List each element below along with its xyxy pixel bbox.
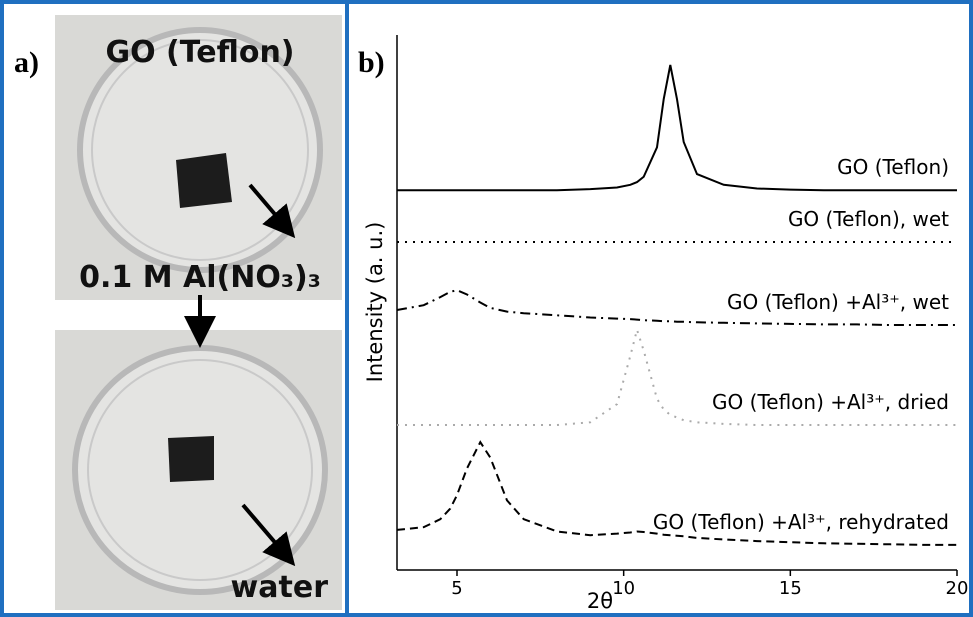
x-tick-label: 5: [451, 578, 462, 599]
arrow: [248, 183, 296, 239]
x-axis-label: 2θ: [587, 589, 613, 613]
photo-top: [55, 15, 342, 300]
y-axis-label: Intensity (a. u.): [363, 222, 387, 383]
x-tick-label: 15: [779, 578, 802, 599]
caption: water: [231, 570, 329, 605]
x-tick-label: 20: [946, 578, 969, 599]
arrow: [241, 503, 296, 567]
x-tick-label: 10: [612, 578, 635, 599]
series-label: GO (Teflon) +Al³⁺, wet: [727, 290, 949, 314]
series-label: GO (Teflon): [837, 155, 949, 179]
caption: GO (Teflon): [105, 35, 294, 70]
series-line: [397, 64, 957, 192]
panel-label: a): [14, 46, 39, 79]
photo-bottom: [55, 330, 342, 610]
series-line: [396, 289, 957, 326]
series-label: GO (Teflon) +Al³⁺, rehydrated: [653, 510, 949, 534]
panel-label: b): [358, 46, 385, 79]
series-label: GO (Teflon), wet: [788, 207, 949, 231]
series-label: GO (Teflon) +Al³⁺, dried: [712, 390, 949, 414]
series-line: [397, 326, 957, 426]
caption: 0.1 M Al(NO₃)₃: [79, 260, 321, 295]
series-line: [396, 440, 957, 546]
